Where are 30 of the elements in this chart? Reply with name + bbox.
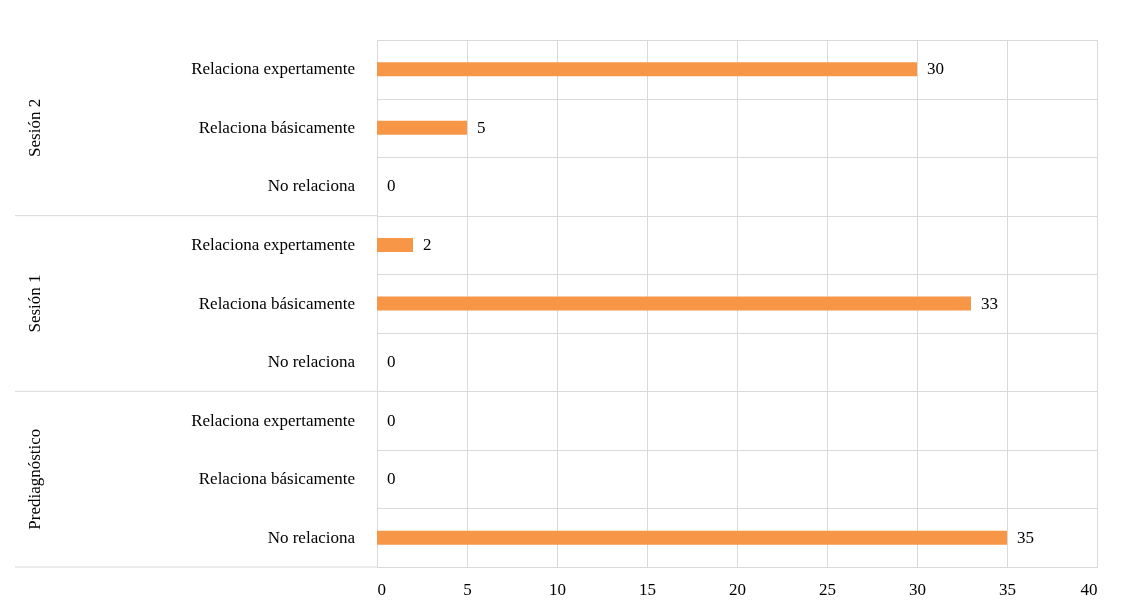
x-tick-label: 35 (999, 579, 1016, 599)
y-tick-label: Relaciona básicamente (198, 117, 355, 137)
x-tick-label: 25 (819, 579, 836, 599)
text: Sesión 2 (25, 98, 44, 157)
data-label: 33 (981, 293, 998, 313)
data-label: 35 (1017, 527, 1034, 547)
x-tick-label: 30 (909, 579, 926, 599)
data-label: 0 (387, 176, 396, 196)
text: Sesión 1 (25, 274, 44, 333)
data-label: 0 (387, 410, 396, 430)
x-tick-label: 15 (639, 579, 656, 599)
x-tick-label: 5 (463, 579, 472, 599)
y-tick-label: Relaciona expertamente (191, 234, 355, 254)
y-tick-label: No relaciona (267, 176, 356, 196)
data-label: 2 (423, 234, 432, 254)
data-label: 0 (387, 469, 396, 489)
y-tick-label: No relaciona (267, 352, 356, 372)
x-tick-label: 0 (377, 579, 386, 599)
x-tick-label: 20 (729, 579, 746, 599)
data-label: 0 (387, 352, 396, 372)
text: Prediagnóstico (25, 428, 44, 530)
y-tick-label: Relaciona básicamente (198, 293, 355, 313)
y-tick-label: Relaciona expertamente (191, 410, 355, 430)
data-label: 30 (927, 59, 944, 79)
y-tick-label: No relaciona (267, 527, 356, 547)
x-tick-label: 10 (549, 579, 566, 599)
x-tick-label: 40 (1080, 579, 1098, 599)
y-tick-label: Relaciona básicamente (198, 469, 355, 489)
y-tick-label: Relaciona expertamente (191, 59, 355, 79)
data-label: 5 (477, 117, 486, 137)
